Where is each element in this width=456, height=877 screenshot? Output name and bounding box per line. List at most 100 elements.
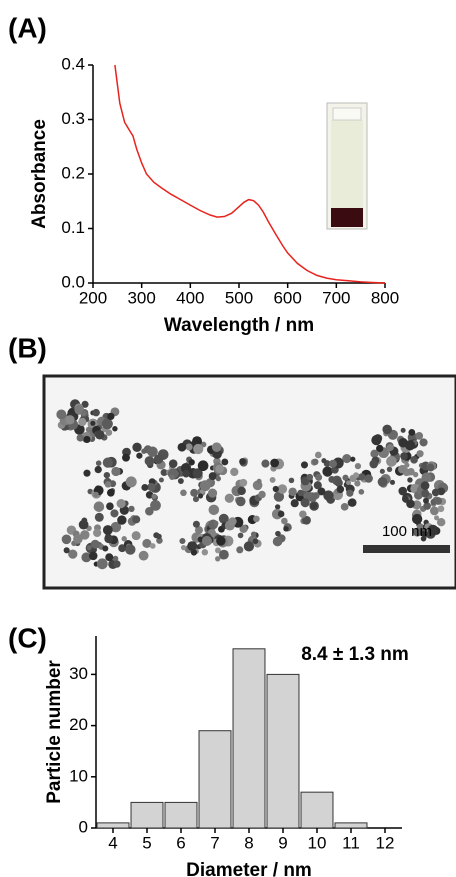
tem-image (42, 374, 456, 590)
particle (421, 489, 430, 498)
particle (406, 499, 415, 509)
particle (275, 530, 281, 537)
particle (427, 524, 439, 536)
particle (354, 480, 361, 487)
bar (198, 730, 232, 829)
particle (212, 449, 222, 459)
particle (369, 459, 378, 469)
particle (158, 477, 164, 483)
particle (274, 504, 281, 510)
y-tick-label: 20 (69, 715, 88, 734)
particle (436, 517, 446, 527)
particle (314, 451, 322, 459)
x-tick-label: 7 (210, 833, 219, 852)
particle (346, 480, 352, 486)
particle (411, 513, 423, 525)
particle (88, 551, 98, 561)
particle (310, 502, 318, 510)
spectrum-line (114, 64, 386, 284)
particle (272, 485, 279, 493)
particle (90, 420, 96, 426)
x-tick-label: 300 (127, 288, 155, 307)
particle (370, 449, 379, 458)
particle (83, 435, 91, 444)
particle (188, 541, 198, 550)
particle (56, 409, 67, 420)
particle (250, 531, 257, 538)
particle (348, 498, 357, 507)
particle (321, 458, 327, 464)
particle (96, 558, 108, 570)
particle (138, 550, 149, 561)
particle (147, 446, 158, 457)
particle (93, 528, 102, 538)
particle (142, 538, 152, 549)
particle (128, 505, 135, 513)
particle (116, 498, 126, 509)
particle (353, 472, 360, 479)
particle (61, 534, 72, 545)
particle (102, 525, 113, 536)
particle (107, 554, 114, 561)
particle (214, 547, 221, 554)
y-tick-label: 0.3 (61, 109, 85, 128)
particle (145, 491, 154, 499)
particle (201, 549, 209, 556)
particle (423, 502, 431, 510)
y-tick-label: 0.2 (61, 163, 85, 182)
particle (215, 464, 224, 474)
x-tick-label: 200 (79, 288, 107, 307)
particle (413, 528, 422, 537)
particle (81, 552, 92, 563)
particle (215, 475, 222, 482)
particle (86, 545, 92, 551)
particle (179, 537, 186, 545)
particle (437, 505, 445, 513)
panel-label: (A) (8, 12, 47, 43)
particle (334, 478, 343, 487)
particle (104, 534, 114, 544)
particle (207, 488, 218, 498)
particle (136, 452, 143, 459)
particle (160, 469, 168, 477)
particle (192, 520, 200, 528)
particle (102, 545, 109, 552)
y-axis-label: Particle number (44, 660, 65, 804)
x-axis-label: Diameter / nm (186, 860, 312, 877)
x-tick-label: 6 (176, 833, 185, 852)
y-tick-label: 0.4 (61, 54, 85, 73)
particle (416, 450, 424, 458)
x-tick-label: 500 (225, 288, 253, 307)
y-axis-label: Absorbance (29, 119, 50, 229)
particle (312, 492, 320, 500)
particle (94, 465, 102, 474)
particle (193, 443, 204, 455)
particle (358, 489, 365, 495)
particle (419, 438, 428, 447)
x-tick-label: 9 (278, 833, 287, 852)
particle (400, 452, 408, 460)
particle (213, 520, 219, 526)
particle (340, 502, 349, 511)
particle (78, 417, 87, 427)
particle (168, 459, 178, 468)
particle (323, 490, 334, 501)
bar (130, 801, 164, 829)
annotation: 8.4 ± 1.3 nm (301, 644, 409, 665)
particle (277, 484, 288, 494)
particle (426, 463, 435, 472)
particle (180, 545, 187, 551)
particle (218, 513, 229, 524)
particle (306, 473, 314, 481)
particle (382, 424, 392, 435)
particle (169, 474, 175, 480)
x-tick-label: 600 (273, 288, 301, 307)
particle (237, 486, 246, 496)
panel-label: (B) (8, 332, 47, 363)
particle (63, 547, 70, 554)
particle (110, 509, 119, 518)
particle (147, 482, 156, 492)
particle (197, 460, 209, 472)
particle (376, 444, 384, 453)
